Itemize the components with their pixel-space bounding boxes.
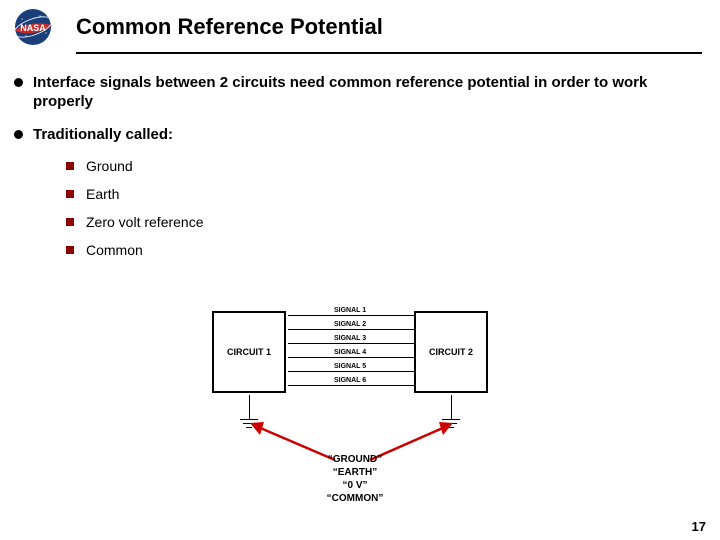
sub-text: Common — [86, 242, 143, 258]
signal-label: SIGNAL 1 — [334, 307, 366, 314]
bullet-icon — [14, 78, 23, 87]
svg-text:NASA: NASA — [20, 23, 46, 33]
page-title: Common Reference Potential — [76, 14, 383, 40]
content-area: Interface signals between 2 circuits nee… — [0, 54, 720, 258]
sub-text: Ground — [86, 158, 133, 174]
sub-bullet: Ground — [66, 158, 700, 174]
circuit-2-box: CIRCUIT 2 — [414, 311, 488, 393]
sub-text: Zero volt reference — [86, 214, 204, 230]
square-icon — [66, 190, 74, 198]
signal-label: SIGNAL 2 — [334, 321, 366, 328]
signal-line — [288, 343, 414, 344]
circuit-diagram: CIRCUIT 1 CIRCUIT 2 SIGNAL 1 SIGNAL 2 SI… — [0, 305, 720, 515]
signal-line — [288, 385, 414, 386]
bullet-1: Interface signals between 2 circuits nee… — [14, 74, 700, 112]
bullet-1-text: Interface signals between 2 circuits nee… — [33, 74, 700, 112]
bullet-icon — [14, 130, 23, 139]
page-number: 17 — [692, 519, 706, 534]
circuit-1-box: CIRCUIT 1 — [212, 311, 286, 393]
header: NASA Common Reference Potential — [0, 0, 720, 48]
square-icon — [66, 246, 74, 254]
square-icon — [66, 218, 74, 226]
signal-line — [288, 329, 414, 330]
signal-label: SIGNAL 6 — [334, 377, 366, 384]
term: “0 V” — [320, 479, 390, 492]
signal-line — [288, 357, 414, 358]
signal-label: SIGNAL 4 — [334, 349, 366, 356]
signal-label: SIGNAL 5 — [334, 363, 366, 370]
term: “GROUND” — [320, 453, 390, 466]
term: “COMMON” — [320, 492, 390, 505]
bullet-2-text: Traditionally called: — [33, 126, 173, 145]
nasa-logo: NASA — [8, 6, 58, 48]
signal-line — [288, 315, 414, 316]
sub-bullet: Common — [66, 242, 700, 258]
sub-bullet-list: Ground Earth Zero volt reference Common — [14, 158, 700, 258]
sub-bullet: Zero volt reference — [66, 214, 700, 230]
term: “EARTH” — [320, 466, 390, 479]
sub-text: Earth — [86, 186, 119, 202]
ground-terms: “GROUND” “EARTH” “0 V” “COMMON” — [320, 453, 390, 505]
bullet-2: Traditionally called: — [14, 126, 700, 145]
square-icon — [66, 162, 74, 170]
signal-line — [288, 371, 414, 372]
signal-label: SIGNAL 3 — [334, 335, 366, 342]
sub-bullet: Earth — [66, 186, 700, 202]
